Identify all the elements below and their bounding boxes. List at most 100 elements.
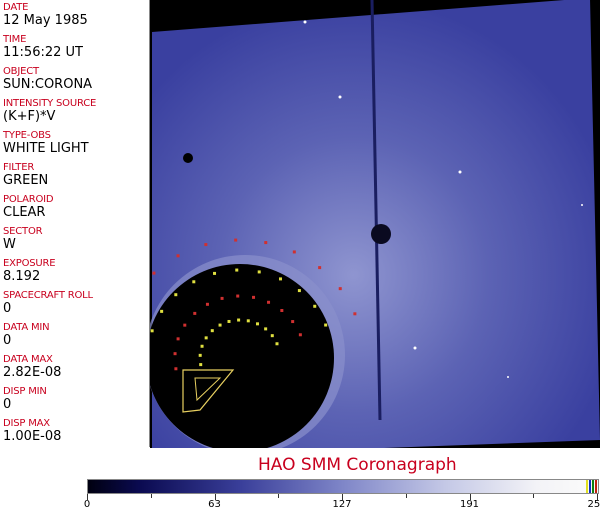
field-type-obs: TYPE-OBS WHITE LIGHT: [0, 128, 149, 160]
colorbar-tick: [214, 494, 216, 500]
grid-dot: [267, 300, 271, 304]
field-label: SPACECRAFT ROLL: [3, 290, 93, 301]
grid-dot: [204, 243, 208, 247]
colorbar-tick: [405, 494, 407, 498]
field-value: 8.192: [3, 269, 41, 284]
grid-dot: [237, 318, 241, 322]
grid-dot: [279, 277, 283, 281]
colorbar-tick: [469, 494, 471, 500]
grid-dot: [252, 295, 256, 299]
field-exposure: EXPOSURE 8.192: [0, 256, 149, 288]
dark-spot: [183, 153, 193, 163]
grid-dot: [353, 312, 357, 316]
colorbar-red: [595, 480, 597, 493]
colorbar-tick-label: 0: [83, 499, 91, 510]
field-label: DISP MAX: [3, 418, 50, 429]
field-polaroid: POLAROID CLEAR: [0, 192, 149, 224]
grid-dot: [255, 322, 259, 326]
field-disp-max: DISP MAX 1.00E-08: [0, 416, 149, 448]
field-label: OBJECT: [3, 66, 39, 77]
field-value: SUN:CORONA: [3, 77, 93, 92]
colorbar-tick: [342, 494, 343, 500]
colorbar-tick-label: 255: [587, 499, 600, 510]
field-label: SECTOR: [3, 226, 43, 237]
field-value: WHITE LIGHT: [3, 141, 89, 156]
grid-dot: [234, 238, 238, 242]
pylon: [370, 0, 382, 421]
grid-dot: [174, 293, 178, 297]
field-data-min: DATA MIN 0: [0, 320, 149, 352]
grid-dot: [150, 329, 154, 333]
field-time: TIME 11:56:22 UT: [0, 32, 149, 64]
grid-dot: [176, 337, 180, 341]
grid-dot: [275, 342, 279, 346]
grid-dot: [338, 287, 342, 291]
header-info-panel: DATE 12 May 1985 TIME 11:56:22 UT OBJECT SUN:…: [0, 0, 150, 447]
field-label: DATE: [3, 2, 29, 13]
grid-dot: [313, 304, 317, 308]
grid-dot: [173, 352, 177, 356]
field-filter: FILTER GREEN: [0, 160, 149, 192]
field-value: 1.00E-08: [3, 429, 62, 444]
colorbar-tick: [278, 494, 280, 498]
field-object: OBJECT SUN:CORONA: [0, 64, 149, 96]
grid-dot: [220, 296, 224, 300]
grid-dot: [198, 353, 202, 357]
field-intensity-source: INTENSITY SOURCE (K+F)*V: [0, 96, 149, 128]
field-label: DATA MAX: [3, 354, 53, 365]
field-value: 12 May 1985: [3, 13, 88, 28]
field-label: DISP MIN: [3, 386, 47, 397]
grid-dot: [246, 319, 250, 323]
colorbar-yellow: [586, 480, 588, 493]
field-value: (K+F)*V: [3, 109, 56, 124]
grid-dot: [200, 344, 204, 348]
field-label: POLAROID: [3, 194, 54, 205]
grid-dot: [280, 309, 284, 313]
field-label: DATA MIN: [3, 322, 50, 333]
grid-dot: [199, 363, 203, 367]
grid-dot: [192, 280, 196, 284]
grid-dot: [236, 294, 240, 298]
grid-dot: [213, 271, 217, 275]
field-date: DATE 12 May 1985: [0, 0, 149, 32]
occulting-disk: [150, 264, 334, 448]
colorbar-tick-label: 63: [208, 499, 221, 510]
grid-dot: [270, 334, 274, 338]
grid-dot: [227, 319, 231, 323]
grid-dot: [205, 302, 209, 306]
field-disp-min: DISP MIN 0: [0, 384, 149, 416]
field-data-max: DATA MAX 2.82E-08: [0, 352, 149, 384]
colorbar-tick: [597, 494, 598, 500]
grid-dot: [176, 254, 180, 258]
grid-dot: [204, 336, 208, 340]
grid-dot: [160, 309, 164, 313]
field-value: 0: [3, 397, 12, 412]
grid-dot: [183, 323, 187, 327]
field-label: INTENSITY SOURCE: [3, 98, 97, 109]
field-value: 11:56:22 UT: [3, 45, 83, 60]
field-value: GREEN: [3, 173, 49, 188]
colorbar-tick: [150, 494, 152, 498]
colorbar-green: [592, 480, 594, 493]
field-value: 0: [3, 333, 12, 348]
grid-dot: [291, 320, 295, 324]
colorbar: [87, 479, 599, 494]
grid-dot: [264, 241, 268, 245]
grid-dot: [318, 266, 322, 270]
grid-dot: [174, 367, 178, 371]
field-label: FILTER: [3, 162, 35, 173]
colorbar-tick: [533, 494, 535, 498]
grid-dot: [298, 333, 302, 337]
field-label: TYPE-OBS: [3, 130, 51, 141]
grid-dot: [210, 329, 214, 333]
colorbar-tick-label: 127: [332, 499, 352, 510]
grid-dot: [152, 271, 156, 275]
grid-dot: [257, 270, 261, 274]
field-sector: SECTOR W: [0, 224, 149, 256]
grid-dot: [292, 250, 296, 254]
colorbar-tick-label: 191: [459, 499, 480, 510]
grid-dot: [324, 323, 328, 327]
colorbar-tick: [87, 494, 88, 500]
field-label: TIME: [3, 34, 27, 45]
field-spacecraft-roll: SPACECRAFT ROLL 0: [0, 288, 149, 320]
